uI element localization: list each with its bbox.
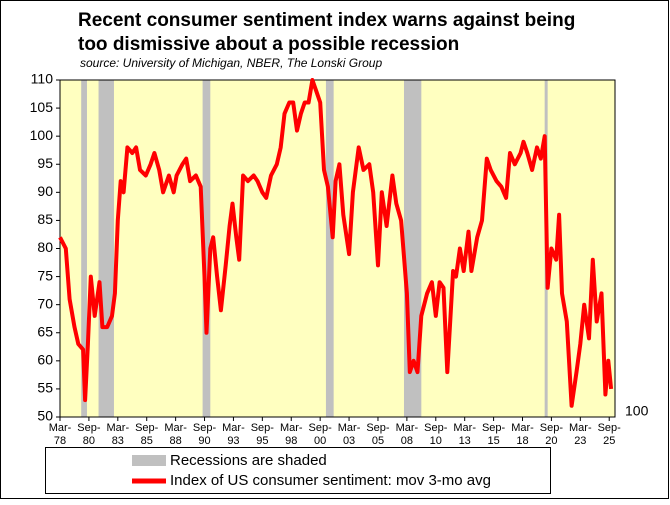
x-tick-label: 78 xyxy=(54,435,66,447)
recession-band xyxy=(325,80,334,417)
legend-label: Recessions are shaded xyxy=(170,452,327,469)
x-tick-label: 20 xyxy=(545,435,557,447)
x-tick-label: Sep- xyxy=(366,422,390,434)
x-tick-label: Mar- xyxy=(107,422,130,434)
x-tick-label: Sep- xyxy=(77,422,101,434)
x-tick-label: Mar- xyxy=(511,422,534,434)
x-tick-label: 98 xyxy=(285,435,297,447)
x-tick-label: 10 xyxy=(430,435,442,447)
recession-band xyxy=(98,80,114,417)
x-tick-label: Sep- xyxy=(598,422,622,434)
x-tick-label: 88 xyxy=(170,435,182,447)
x-tick-label: Sep- xyxy=(135,422,159,434)
x-tick-label: 03 xyxy=(343,435,355,447)
y-tick-label: 80 xyxy=(37,239,53,255)
y-tick-label: 75 xyxy=(37,267,53,283)
chart-title: Recent consumer sentiment index warns ag… xyxy=(78,10,575,31)
y-tick-label: 65 xyxy=(37,323,53,339)
recession-band xyxy=(202,80,211,417)
x-tick-label: 15 xyxy=(487,435,499,447)
x-tick-label: Mar- xyxy=(280,422,303,434)
x-tick-label: 05 xyxy=(372,435,384,447)
y-tick-label: 100 xyxy=(30,127,54,143)
x-tick-label: 80 xyxy=(83,435,95,447)
legend xyxy=(45,447,551,494)
recession-band xyxy=(81,80,87,417)
y-tick-label: 110 xyxy=(31,71,54,87)
y-tick-label: 85 xyxy=(37,211,53,227)
x-tick-label: 93 xyxy=(227,435,239,447)
chart-title: too dismissive about a possible recessio… xyxy=(78,34,459,55)
x-tick-label: Mar- xyxy=(164,422,187,434)
x-tick-label: 23 xyxy=(574,435,586,447)
y-tick-label: 105 xyxy=(30,99,54,115)
x-tick-label: 83 xyxy=(112,435,124,447)
series-line xyxy=(58,78,614,408)
y-tick-label: 70 xyxy=(37,295,53,311)
x-tick-label: 08 xyxy=(401,435,413,447)
x-tick-label: Mar- xyxy=(49,422,72,434)
legend-label: Index of US consumer sentiment: mov 3-mo… xyxy=(170,472,491,489)
x-tick-label: Sep- xyxy=(309,422,333,434)
x-tick-label: Mar- xyxy=(222,422,245,434)
x-tick-label: Mar- xyxy=(453,422,476,434)
y-tick-label: 60 xyxy=(37,352,53,368)
x-tick-label: Mar- xyxy=(569,422,592,434)
x-tick-label: 25 xyxy=(603,435,615,447)
x-tick-label: Mar- xyxy=(338,422,361,434)
x-tick-label: 90 xyxy=(198,435,210,447)
x-tick-label: 13 xyxy=(459,435,471,447)
y-tick-label: 95 xyxy=(37,155,53,171)
x-tick-label: Sep- xyxy=(193,422,217,434)
legend-swatch xyxy=(132,455,166,466)
y-tick-label: 50 xyxy=(37,408,53,424)
x-tick-label: Mar- xyxy=(396,422,419,434)
y-tick-label: 55 xyxy=(37,380,53,396)
x-tick-label: 18 xyxy=(516,435,528,447)
x-tick-label: Sep- xyxy=(540,422,564,434)
x-tick-label: Sep- xyxy=(251,422,275,434)
x-tick-label: 85 xyxy=(141,435,153,447)
x-tick-label: Sep- xyxy=(424,422,448,434)
x-tick-label: 00 xyxy=(314,435,326,447)
plot-area xyxy=(60,80,615,417)
x-tick-label: 95 xyxy=(256,435,268,447)
x-tick-label: Sep- xyxy=(482,422,506,434)
y-tick-label: 90 xyxy=(37,183,53,199)
annotation: 100 xyxy=(625,403,649,419)
chart-subtitle: source: University of Michigan, NBER, Th… xyxy=(80,56,382,70)
